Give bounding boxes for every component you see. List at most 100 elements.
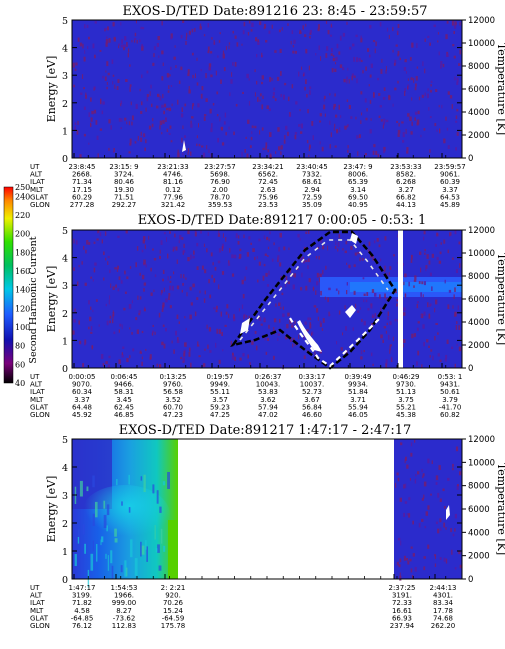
noise-speck (359, 307, 362, 310)
noise-speck (192, 283, 195, 288)
spectrum-streak (106, 525, 108, 532)
noise-speck (83, 106, 86, 110)
noise-speck (458, 325, 460, 330)
noise-speck (235, 233, 238, 239)
noise-speck (451, 549, 453, 555)
noise-speck (455, 269, 458, 273)
colorbar-tick-label: 120 (15, 304, 30, 313)
noise-speck (279, 262, 282, 267)
noise-speck (73, 319, 76, 323)
panel-3-bright-region (80, 485, 170, 545)
noise-speck (391, 356, 393, 361)
noise-speck (75, 240, 78, 245)
noise-speck (83, 87, 85, 90)
noise-speck (403, 312, 406, 316)
noise-speck (90, 117, 93, 122)
noise-speck (346, 262, 348, 265)
noise-speck (336, 129, 339, 134)
noise-speck (108, 38, 111, 43)
orbit-value: 71.82 (72, 599, 92, 607)
noise-speck (246, 252, 249, 257)
noise-speck (266, 337, 270, 341)
noise-speck (424, 38, 426, 42)
noise-speck (318, 278, 320, 283)
noise-speck (437, 40, 439, 43)
spectrum-streak (140, 476, 143, 481)
spectrum-streak (116, 479, 118, 486)
noise-speck (175, 330, 177, 336)
noise-speck (162, 269, 165, 274)
noise-speck (406, 147, 409, 151)
orbit-row-label: GLON (30, 201, 50, 209)
energy-tick-label: 3 (62, 281, 68, 292)
noise-speck (162, 93, 164, 99)
noise-speck (439, 251, 442, 255)
orbit-value: 47.25 (210, 411, 230, 419)
noise-speck (389, 349, 391, 354)
orbit-value: 56.58 (163, 388, 183, 396)
noise-speck (221, 331, 223, 336)
noise-speck (409, 57, 412, 61)
noise-speck (259, 21, 262, 26)
noise-speck (396, 299, 399, 302)
spectrum-streak (84, 543, 86, 554)
noise-speck (192, 104, 194, 110)
noise-speck (324, 296, 326, 300)
orbit-value: 0:06:45 (111, 373, 138, 381)
noise-speck (325, 53, 328, 58)
panel-2-ylabel: Energy [eV] (45, 266, 58, 333)
noise-speck (207, 23, 210, 28)
noise-speck (369, 54, 371, 58)
noise-speck (107, 72, 110, 76)
noise-speck (306, 140, 309, 144)
temperature-tick-label: 2000 (468, 552, 490, 562)
orbit-value: 44.13 (396, 201, 416, 209)
noise-speck (255, 37, 258, 42)
noise-speck (121, 39, 123, 44)
noise-speck (419, 251, 422, 255)
noise-speck (435, 475, 439, 481)
orbit-value: 16.61 (392, 607, 412, 615)
noise-speck (285, 275, 288, 281)
noise-speck (416, 361, 418, 366)
noise-speck (282, 313, 285, 317)
noise-speck (364, 153, 367, 156)
noise-speck (219, 32, 221, 35)
noise-speck (397, 53, 399, 57)
noise-speck (231, 254, 234, 259)
orbit-value: 23:21:33 (157, 163, 188, 171)
noise-speck (362, 70, 364, 74)
noise-speck (414, 87, 417, 91)
colorbar-tick-label: 220 (15, 211, 30, 220)
noise-speck (105, 303, 107, 307)
noise-speck (319, 113, 322, 117)
noise-speck (434, 555, 436, 559)
noise-speck (274, 98, 277, 102)
noise-speck (311, 331, 314, 336)
noise-speck (159, 125, 161, 130)
noise-speck (138, 310, 141, 314)
noise-speck (177, 149, 179, 154)
noise-speck (217, 137, 219, 143)
noise-speck (388, 94, 391, 99)
noise-speck (153, 289, 155, 292)
noise-speck (454, 76, 456, 81)
noise-speck (319, 322, 322, 327)
noise-speck (168, 132, 171, 135)
noise-speck (302, 260, 305, 264)
noise-speck (425, 267, 427, 272)
noise-speck (310, 317, 312, 321)
noise-speck (308, 154, 310, 157)
noise-speck (377, 153, 380, 158)
noise-speck (73, 267, 75, 271)
temperature-tick-label: 8000 (468, 272, 490, 282)
orbit-value: 45.38 (396, 411, 416, 419)
noise-speck (159, 255, 161, 259)
noise-speck (201, 265, 204, 270)
noise-speck (241, 304, 244, 309)
colorbar-tick-label: 180 (15, 248, 30, 257)
noise-speck (113, 36, 116, 40)
noise-speck (141, 101, 143, 106)
orbit-row-label: MLT (30, 186, 44, 194)
